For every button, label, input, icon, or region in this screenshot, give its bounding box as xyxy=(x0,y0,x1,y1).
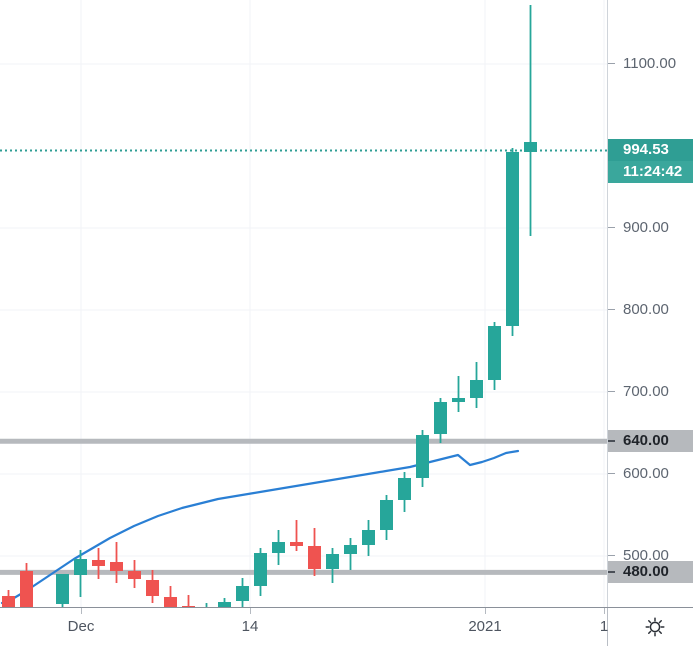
price-level-label: 640.00 xyxy=(623,432,669,450)
price-tick-label: 500.00 xyxy=(623,547,669,564)
time-tick-mark xyxy=(81,608,82,614)
countdown-badge: 11:24:42 xyxy=(608,161,693,184)
price-tick-500-00: 500.00 xyxy=(608,546,693,566)
price-scale[interactable]: 1100.00 900.00 800.00 700.00 600.00 500.00 640… xyxy=(607,0,693,607)
price-tick-mark xyxy=(608,555,615,556)
price-tick-1100-00: 1100.00 xyxy=(608,54,693,74)
price-tick-700-00: 700.00 xyxy=(608,382,693,402)
time-tick-mark xyxy=(485,608,486,614)
time-tick-mark xyxy=(250,608,251,614)
price-level-label: 480.00 xyxy=(623,563,669,581)
current-price-tick xyxy=(608,149,615,152)
price-tick-mark xyxy=(608,63,615,64)
current-price-badge[interactable]: 994.53 xyxy=(608,139,693,162)
price-level-badge-640-00[interactable]: 640.00 xyxy=(608,430,693,453)
time-tick-mark xyxy=(604,608,605,614)
time-scale[interactable]: Dec 14 2021 1 xyxy=(0,607,693,646)
axis-corner-divider xyxy=(607,608,608,646)
gear-icon-glyph xyxy=(645,617,665,637)
price-tick-label: 600.00 xyxy=(623,465,669,482)
horizontal-price-lines xyxy=(0,438,607,575)
price-tick-600-00: 600.00 xyxy=(608,464,693,484)
chart-canvas xyxy=(0,0,607,607)
price-tick-800-00: 800.00 xyxy=(608,300,693,320)
price-tick-mark xyxy=(608,391,615,392)
price-tick-label: 700.00 xyxy=(623,383,669,400)
countdown-label: 11:24:42 xyxy=(623,163,683,181)
price-tick-label: 900.00 xyxy=(623,219,669,236)
candlestick-series xyxy=(2,5,537,607)
price-level-tick xyxy=(608,440,615,443)
price-tick-900-00: 900.00 xyxy=(608,218,693,238)
current-price-label: 994.53 xyxy=(623,141,669,159)
gear-icon[interactable] xyxy=(638,611,672,643)
time-tick-label-14: 14 xyxy=(241,618,259,635)
time-tick-label-1: 1 xyxy=(599,618,609,635)
price-tick-mark xyxy=(608,473,615,474)
chart-plot-area[interactable] xyxy=(0,0,607,607)
price-tick-mark xyxy=(608,227,615,228)
price-tick-label: 1100.00 xyxy=(623,55,677,72)
time-tick-label-dec: Dec xyxy=(67,618,95,635)
price-tick-mark xyxy=(608,309,615,310)
price-level-badge-480-00[interactable]: 480.00 xyxy=(608,561,693,584)
grid-lines xyxy=(0,0,607,607)
price-level-tick xyxy=(608,571,615,574)
price-tick-label: 800.00 xyxy=(623,301,669,318)
moving-average-line xyxy=(0,449,520,605)
time-tick-label-2021: 2021 xyxy=(468,618,502,635)
